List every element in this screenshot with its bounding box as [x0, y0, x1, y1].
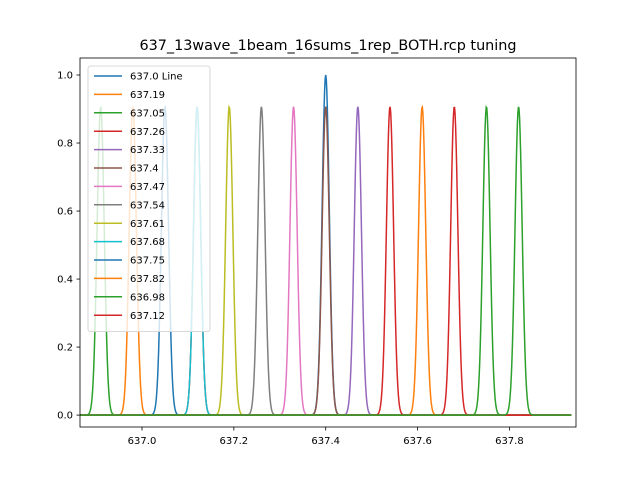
- legend-label: 637.26: [130, 127, 165, 138]
- legend-label: 637.0 Line: [130, 72, 183, 83]
- y-axis: 0.0 0.2 0.4 0.6 0.8 1.0: [57, 71, 80, 422]
- legend-box: [87, 65, 211, 333]
- legend-label: 636.98: [130, 292, 165, 303]
- plot-frame: [79, 57, 577, 428]
- legend-label: 637.61: [130, 219, 165, 230]
- legend-label: 637.82: [130, 274, 165, 285]
- legend-label: 637.47: [130, 182, 165, 193]
- extra-trace-1: [80, 106, 572, 416]
- chart-title: 637_13wave_1beam_16sums_1rep_BOTH.rcp tu…: [139, 38, 516, 54]
- x-tick-label: 637.0: [128, 436, 157, 447]
- y-tick-label: 0.4: [57, 275, 73, 286]
- x-axis: 637.0 637.2 637.4 637.6 637.8: [128, 427, 524, 447]
- x-tick-label: 637.8: [495, 436, 524, 447]
- x-tick-label: 637.2: [220, 436, 249, 447]
- legend-label: 637.33: [130, 145, 165, 156]
- legend-label: 637.54: [130, 200, 165, 211]
- legend-label: 637.19: [130, 90, 165, 101]
- legend-label: 637.4: [130, 164, 159, 175]
- legend-label: 637.05: [130, 108, 165, 119]
- legend-label: 637.68: [130, 237, 165, 248]
- x-tick-label: 637.6: [403, 436, 432, 447]
- legend-label: 637.75: [130, 256, 165, 267]
- y-tick-label: 0.2: [57, 343, 73, 354]
- y-tick-label: 0.8: [57, 139, 73, 150]
- legend-label: 637.12: [130, 311, 165, 322]
- x-tick-label: 637.4: [311, 436, 340, 447]
- y-tick-label: 0.0: [57, 411, 73, 422]
- y-tick-label: 0.6: [57, 207, 73, 218]
- y-tick-label: 1.0: [57, 71, 73, 82]
- legend: 637.0 Line 637.19 637.05 637.26 637.33 637.4 6…: [87, 65, 211, 333]
